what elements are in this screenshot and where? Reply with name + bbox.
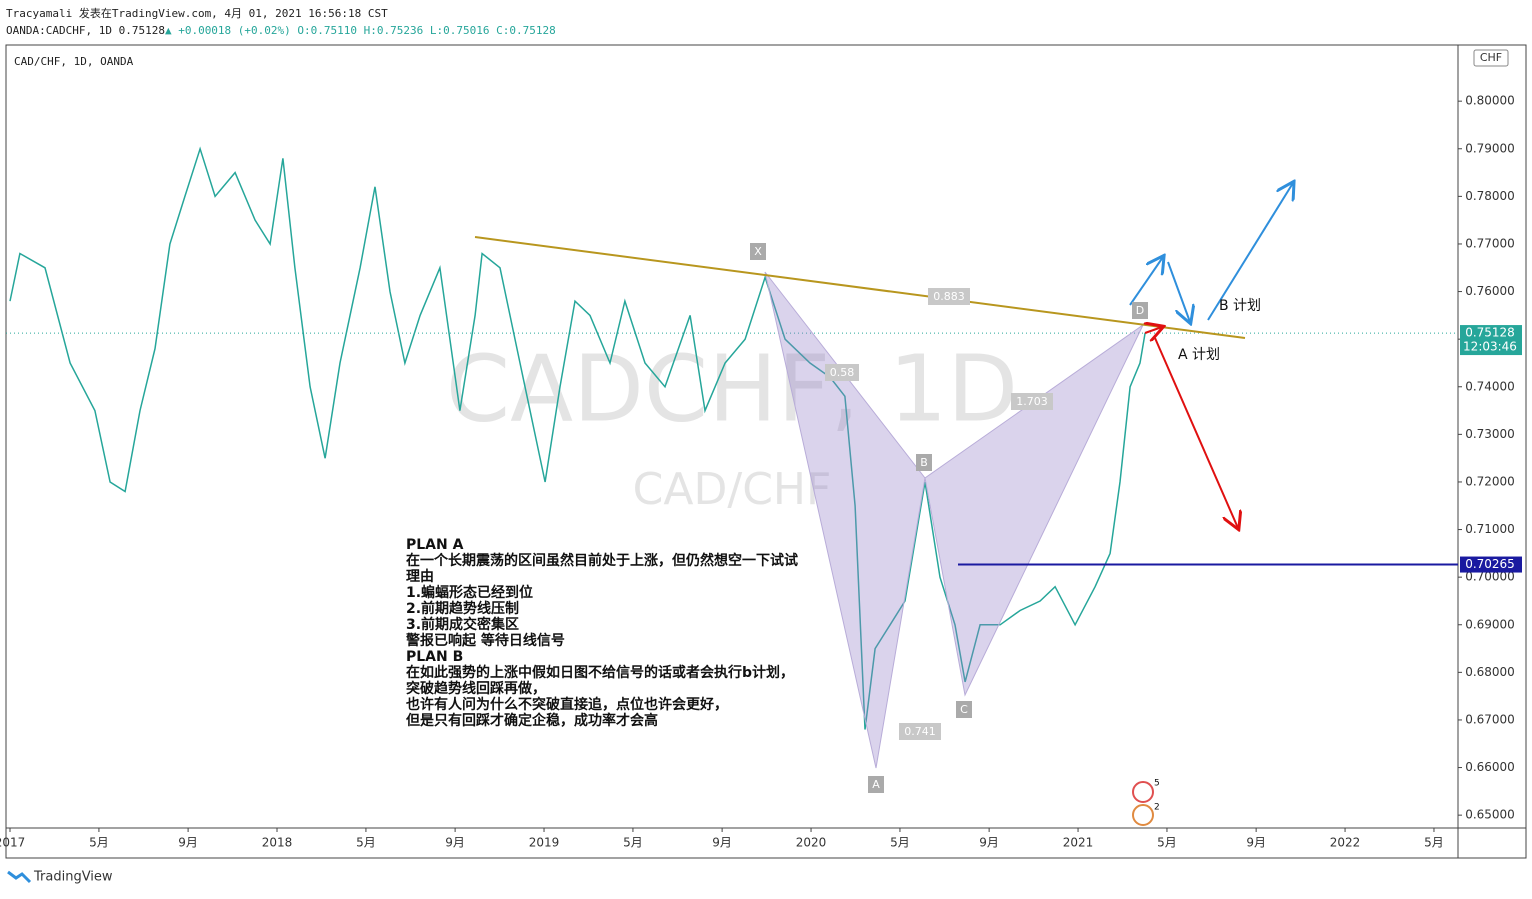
y-tick-label: 0.67000 (1465, 712, 1515, 726)
plan-label: B 计划 (1219, 298, 1261, 314)
note-line: PLAN A (406, 537, 464, 553)
footer: TradingView (33, 870, 113, 885)
point-label: A (872, 778, 880, 791)
x-tick-label: 5月 (1424, 836, 1444, 850)
last-price-box (1460, 325, 1522, 356)
note-line: 也许有人问为什么不突破直接追，点位也许会更好， (406, 696, 728, 713)
y-tick-label: 0.66000 (1465, 760, 1515, 774)
arrow (1207, 183, 1293, 321)
frame (5, 44, 1527, 859)
note-line: 理由 (406, 568, 434, 585)
y-tick-label: 0.77000 (1465, 236, 1515, 250)
x-tick-label: 5月 (356, 836, 376, 850)
x-tick-label: 9月 (712, 836, 732, 850)
y-tick-label: 0.76000 (1465, 284, 1515, 298)
trend-line (474, 236, 1246, 339)
note-line: 1.蝙蝠形态已经到位 (406, 584, 533, 601)
y-tick-label: 0.78000 (1465, 189, 1515, 203)
arrow (1167, 261, 1190, 322)
note-line: 2.前期趋势线压制 (406, 600, 519, 617)
plan-label: A 计划 (1178, 347, 1220, 363)
x-tick-label: 5月 (623, 836, 643, 850)
point-label: D (1136, 304, 1144, 317)
y-tick-label: 0.74000 (1465, 379, 1515, 393)
legend: CAD/CHF, 1D, OANDA (14, 55, 134, 68)
y-tick-label: 0.70000 (1465, 570, 1515, 584)
ratio-label: 0.58 (830, 366, 855, 379)
note-line: 3.前期成交密集区 (406, 616, 519, 633)
x-tick-label: 9月 (979, 836, 999, 850)
last-price-label: 0.75128 (1465, 326, 1515, 340)
logo (7, 870, 32, 884)
ohlc: O:0.75110 H:0.75236 L:0.75016 C:0.75128 (297, 24, 555, 37)
x-tick-label: 2020 (796, 836, 827, 850)
ratio-label: 0.883 (933, 290, 965, 303)
y-tick-label: 0.65000 (1465, 808, 1515, 822)
x-tick-label: 2019 (529, 836, 560, 850)
currency: CHF (1480, 51, 1502, 64)
note-line: PLAN B (406, 649, 463, 665)
note-line: 在如此强势的上涨中假如日图不给信号的话或者会执行b计划， (406, 664, 794, 681)
change: ▲ +0.00018 (+0.02%) (165, 24, 291, 37)
symbol: OANDA:CADCHF, 1D (6, 24, 112, 37)
watermark: CADCHF, 1D (446, 335, 1018, 442)
event-icon[interactable] (1132, 804, 1154, 826)
ratio-label: 1.703 (1016, 395, 1048, 408)
x-tick-label: 5月 (1157, 836, 1177, 850)
level-box (1460, 556, 1522, 573)
x-tick-label: 2022 (1330, 836, 1361, 850)
note-line: 但是只有回踩才确定企稳，成功率才会高 (405, 712, 658, 729)
event-icon[interactable] (1132, 781, 1154, 803)
watermark-sub: CAD/CHF (633, 464, 832, 515)
note-line: 警报已响起 等待日线信号 (406, 632, 565, 649)
level-label: 0.70265 (1465, 557, 1515, 571)
y-tick-label: 0.69000 (1465, 617, 1515, 631)
price-line (9, 146, 1146, 730)
y-tick-label: 0.72000 (1465, 474, 1515, 488)
x-tick-label: 9月 (178, 836, 198, 850)
point-label: X (754, 245, 762, 258)
point-label: C (960, 703, 968, 716)
header-line: Tracyamali 发表在TradingView.com, 4月 01, 20… (6, 6, 388, 20)
arrow (1129, 257, 1163, 306)
x-tick-label: 5月 (89, 836, 109, 850)
last: 0.75128 (119, 24, 165, 37)
x-tick-label: 2018 (262, 836, 293, 850)
arrow (1145, 327, 1162, 333)
y-tick-label: 0.68000 (1465, 665, 1515, 679)
x-tick-label: 9月 (445, 836, 465, 850)
countdown: 12:03:46 (1463, 340, 1517, 354)
event-count: 2 (1154, 803, 1160, 813)
x-tick-label: 2017 (0, 836, 25, 850)
note-line: 在一个长期震荡的区间虽然目前处于上涨，但仍然想空一下试试 (406, 552, 798, 569)
y-tick-label: 0.80000 (1465, 94, 1515, 108)
y-tick-label: 0.73000 (1465, 427, 1515, 441)
note-line: 突破趋势线回踩再做， (406, 680, 546, 697)
arrow (1154, 337, 1238, 528)
y-tick-label: 0.71000 (1465, 522, 1515, 536)
x-tick-label: 5月 (890, 836, 910, 850)
header-symbol: OANDA:CADCHF, 1D 0.75128▲ +0.00018 (+0.0… (6, 24, 556, 37)
y-tick-label: 0.79000 (1465, 141, 1515, 155)
x-tick-label: 2021 (1063, 836, 1094, 850)
point-label: B (920, 456, 928, 469)
x-tick-label: 9月 (1246, 836, 1266, 850)
currency-badge[interactable] (1473, 49, 1509, 67)
event-count: 5 (1154, 779, 1160, 789)
ratio-label: 0.741 (904, 725, 936, 738)
